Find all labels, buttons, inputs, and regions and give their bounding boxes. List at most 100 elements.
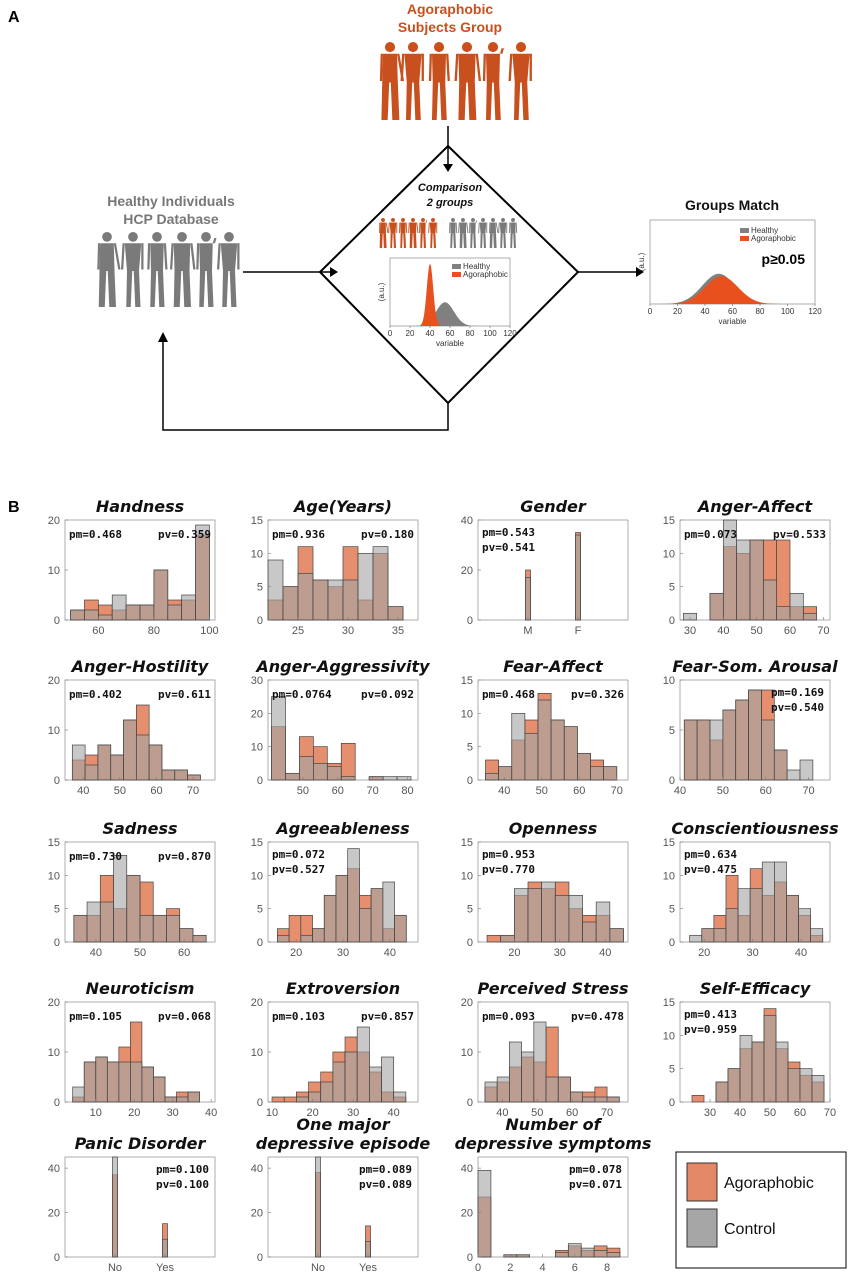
agreeableness-bar-agoraphobic-2 <box>288 914 302 943</box>
anger-hostility-xtick-label-70: 70 <box>187 785 199 797</box>
mini-agoraphobic-2 <box>388 218 398 248</box>
self-efficacy-bar-control-11 <box>811 1074 825 1103</box>
healthy-person-6-head <box>224 232 234 242</box>
legend: Agoraphobic Control <box>675 1151 847 1269</box>
extroversion-bar-agoraphobic-2 <box>283 1096 297 1103</box>
anger-aggressivity-ytick-label-0: 0 <box>257 775 263 787</box>
conscientiousness-ytick-label-5: 5 <box>669 904 675 916</box>
panel-a-letter: A <box>8 9 20 26</box>
age-years-pv: pv=0.180 <box>361 528 414 541</box>
age-years-xtick-label-35: 35 <box>392 625 404 637</box>
fear-affect-bar-control-5 <box>537 699 552 781</box>
healthy-person-5-arm-right <box>212 238 217 244</box>
age-years-bar-control-1 <box>267 559 284 621</box>
agoraphobic-person-4-leg-right <box>467 82 477 120</box>
comparison-legend-swatch-agoraphobic <box>452 272 461 277</box>
fear-affect-bar-control-2 <box>498 766 513 781</box>
anger-aggressivity-pm: pm=0.0764 <box>272 688 332 701</box>
mini-healthy-3-arm-right <box>475 220 478 223</box>
conscientiousness-ytick-label-0: 0 <box>669 937 675 949</box>
mini-agoraphobic-5-leg-right <box>423 233 426 248</box>
extroversion-ytick-label-0: 0 <box>257 1097 263 1109</box>
extroversion-xtick-label-10: 10 <box>266 1107 278 1119</box>
age-years-ytick-label-0: 0 <box>257 615 263 627</box>
histogram-handness: Handness 0 10 20 60 80 100 pm=0.468 pv=0.359 <box>48 497 219 637</box>
agreeableness-bar-control-5 <box>323 894 337 943</box>
fear-affect-bar-control-8 <box>577 752 591 781</box>
comparison-xtick-label-0: 0 <box>388 329 393 338</box>
fear-affect-bar-control-9 <box>590 766 604 781</box>
extroversion-xtick-label-20: 20 <box>306 1107 318 1119</box>
anger-affect-bar-control-8 <box>776 606 791 621</box>
healthy-person-1-arm-right <box>113 243 121 270</box>
comparison-xtick-label-120: 120 <box>503 329 517 338</box>
panic-disorder-bar-control-1 <box>112 1156 118 1258</box>
anger-affect-bar-control-9 <box>789 592 804 621</box>
healthy-person-2-head <box>128 232 138 242</box>
mini-healthy-4 <box>478 218 488 248</box>
perceived-stress-xtick-label-50: 50 <box>531 1107 543 1119</box>
mini-agoraphobic-4-leg-right <box>413 233 417 248</box>
mini-agoraphobic-4 <box>408 218 419 248</box>
openness-bar-control-2 <box>500 934 515 943</box>
number-of-depressive-symptoms-bar-control-1 <box>477 1169 492 1258</box>
panic-disorder-ytick-label-40: 40 <box>48 1163 60 1175</box>
neuroticism-bar-control-4 <box>106 1061 120 1103</box>
panic-disorder-axes <box>64 1156 216 1258</box>
mini-healthy-3-head <box>471 218 475 222</box>
openness-bar-agoraphobic-1 <box>486 934 502 943</box>
healthy-person-1-arm-left <box>97 243 101 270</box>
mini-healthy-4-arm-right <box>486 222 488 233</box>
sadness-xtick-label-60: 60 <box>178 947 190 959</box>
mini-agoraphobic-1-head <box>381 218 385 222</box>
anger-affect-bar-control-5 <box>736 539 751 621</box>
fear-som-arousal-xtick-label-70: 70 <box>802 785 814 797</box>
mini-healthy-1-torso <box>450 222 456 234</box>
conscientiousness-bar-control-9 <box>786 894 799 943</box>
fear-affect-pv: pv=0.326 <box>571 688 624 701</box>
agoraphobic-person-6-arm-right <box>529 53 532 81</box>
anger-affect-bar-control-6 <box>749 539 764 621</box>
age-years-bar-control-4 <box>312 579 329 621</box>
histogram-self-efficacy: Self-Efficacy 0 5 10 15 30 40 50 60 70 pm=0.413 pv=… <box>663 979 836 1119</box>
handness-bar-control-6 <box>139 604 155 621</box>
sadness-bar-control-3 <box>99 901 114 943</box>
anger-hostility-bar-control-3 <box>97 744 112 781</box>
conscientiousness-bar-control-7 <box>761 861 775 943</box>
conscientiousness-xtick-label-20: 20 <box>698 947 710 959</box>
mini-healthy-7-arm-left <box>509 222 511 233</box>
mini-healthy-2-arm-right <box>466 222 469 233</box>
mini-agoraphobic-1-leg-left <box>379 233 383 248</box>
age-years-bar-control-5 <box>327 579 344 621</box>
number-of-depressive-symptoms-xtick-label-8: 8 <box>604 1262 610 1274</box>
perceived-stress-bar-control-11 <box>606 1096 620 1103</box>
comparison-text-2: 2 groups <box>426 197 473 209</box>
healthy-title-2: HCP Database <box>123 211 219 227</box>
groups-match-ylabel: (a.u.) <box>637 252 646 271</box>
mini-healthy-3-torso <box>470 222 476 234</box>
anger-aggressivity-xtick-label-60: 60 <box>332 785 344 797</box>
extroversion-bar-agoraphobic-1 <box>271 1096 285 1103</box>
mini-healthy-1-head <box>451 218 455 222</box>
sadness-bar-control-8 <box>166 914 181 943</box>
fear-som-arousal-ytick-label-10: 10 <box>663 675 675 687</box>
histogram-age-years: Age(Years) 0 5 10 15 25 30 35 pm=0.936 pv=0.180 <box>251 497 419 637</box>
agoraphobic-person-2-leg-left <box>405 82 413 120</box>
number-of-depressive-symptoms-pv: pv=0.071 <box>569 1178 622 1191</box>
fear-som-arousal-bar-control-7 <box>761 719 775 781</box>
self-efficacy-bar-control-8 <box>775 1041 789 1103</box>
anger-hostility-bar-control-10 <box>187 774 201 781</box>
fear-affect-bar-control-10 <box>603 766 618 781</box>
perceived-stress-bar-control-7 <box>557 1076 571 1103</box>
healthy-person-2 <box>121 232 144 307</box>
self-efficacy-ytick-label-10: 10 <box>663 1030 675 1042</box>
healthy-person-2-arm-left <box>121 243 125 270</box>
neuroticism-xtick-label-20: 20 <box>128 1107 140 1119</box>
agoraphobic-person-5-leg-right <box>493 82 501 120</box>
handness-bar-control-4 <box>111 594 127 621</box>
mini-healthy-1 <box>449 218 458 248</box>
comparison-xtick-label-80: 80 <box>466 329 475 338</box>
fear-som-arousal-bar-control-5 <box>735 699 749 781</box>
mini-agoraphobic-2-torso <box>389 222 397 234</box>
anger-hostility-bar-control-5 <box>123 719 137 781</box>
